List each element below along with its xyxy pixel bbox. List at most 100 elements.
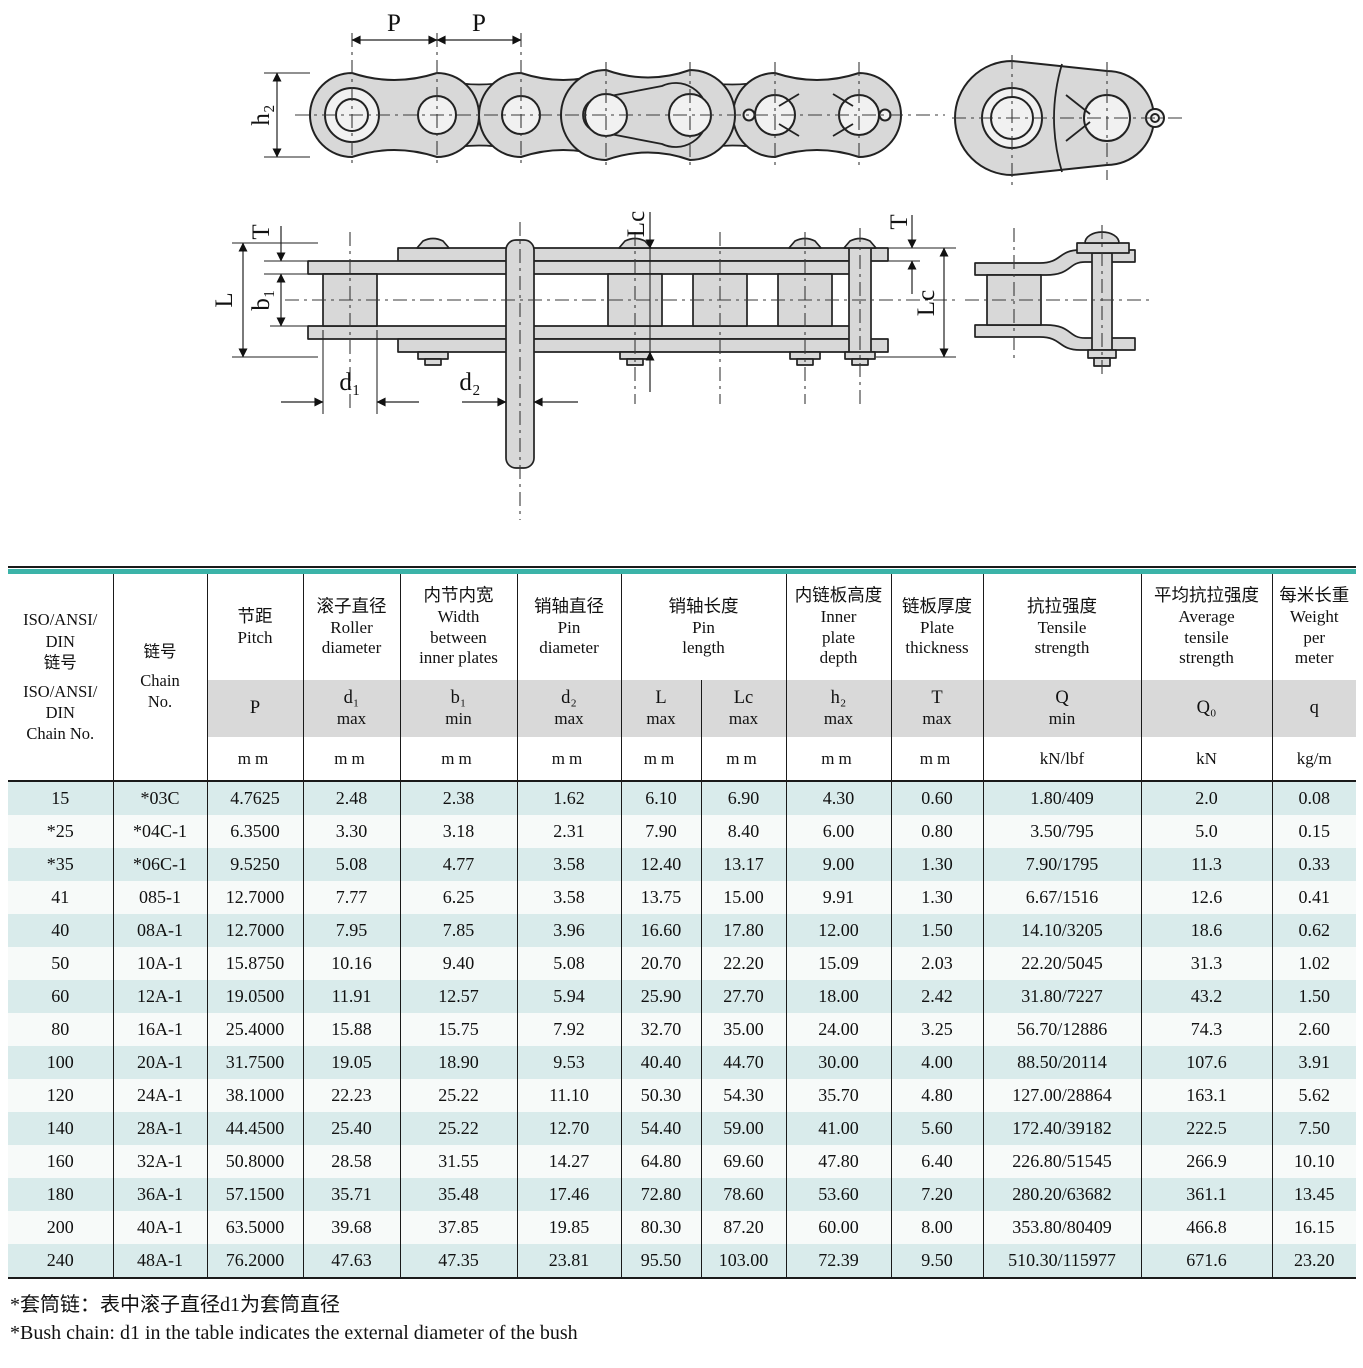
sym-lc: Lc max [701, 680, 787, 737]
sym-b1: b₁ min [400, 680, 518, 737]
table-row: 240 48A-1 76.2000 47.63 47.35 23.81 95.50 103.0… [8, 1244, 1356, 1278]
table-cell: 54.30 [701, 1079, 787, 1112]
table-cell: 103.00 [701, 1244, 787, 1278]
table-cell: 1.50 [891, 914, 984, 947]
table-row: *35 *06C-1 9.5250 5.08 4.77 3.58 12.40 13.17 9.0… [8, 848, 1356, 881]
table-cell: 6.40 [891, 1145, 984, 1178]
table-cell: 5.94 [517, 980, 622, 1013]
table-cell: 361.1 [1141, 1178, 1273, 1211]
table-cell: 28.58 [303, 1145, 401, 1178]
table-cell: 15.88 [303, 1013, 401, 1046]
header-weight-per-meter-en: Weight per meter [1289, 607, 1339, 668]
table-cell: 5.08 [517, 947, 622, 980]
table-cell: 23.81 [517, 1244, 622, 1278]
dim-label-lc-right: Lc [913, 290, 940, 316]
table-cell: 0.15 [1272, 815, 1356, 848]
table-cell: 22.20 [701, 947, 787, 980]
chain-section-view: T L b₁ d₁ d₂ Lc T Lc [211, 211, 958, 520]
table-cell: 7.50 [1272, 1112, 1356, 1145]
table-cell: 200 [8, 1211, 114, 1244]
table-cell: 18.00 [786, 980, 892, 1013]
table-cell: 60.00 [786, 1211, 892, 1244]
table-cell: 6.90 [701, 781, 787, 815]
table-cell: 2.31 [517, 815, 622, 848]
table-cell: 25.4000 [207, 1013, 304, 1046]
table-cell: 15 [8, 781, 114, 815]
table-cell: 7.90/1795 [983, 848, 1142, 881]
table-cell: 74.3 [1141, 1013, 1273, 1046]
table-cell: 47.35 [400, 1244, 518, 1278]
table-cell: 54.40 [621, 1112, 702, 1145]
table-cell: 0.62 [1272, 914, 1356, 947]
table-cell: 0.08 [1272, 781, 1356, 815]
table-cell: 35.70 [786, 1079, 892, 1112]
table-cell: 5.08 [303, 848, 401, 881]
table-cell: 25.40 [303, 1112, 401, 1145]
header-average-tensile-strength: 平均抗拉强度 Average tensile strength [1141, 574, 1273, 680]
header-tensile-strength: 抗拉强度 Tensile strength [983, 574, 1142, 680]
table-cell: 160 [8, 1145, 114, 1178]
unit-h2: mm [786, 737, 892, 782]
table-cell: 31.3 [1141, 947, 1273, 980]
header-inner-width-zh: 内节内宽 [423, 585, 494, 606]
table-cell: 15.09 [786, 947, 892, 980]
table-cell: 59.00 [701, 1112, 787, 1145]
table-cell: 7.92 [517, 1013, 622, 1046]
unit-pitch: mm [207, 737, 304, 782]
table-cell: 10.16 [303, 947, 401, 980]
table-cell: 56.70/12886 [983, 1013, 1142, 1046]
table-cell: 140 [8, 1112, 114, 1145]
table-cell: 2.48 [303, 781, 401, 815]
table-cell: 16.60 [621, 914, 702, 947]
table-cell: 50.8000 [207, 1145, 304, 1178]
table-cell: 9.53 [517, 1046, 622, 1079]
header-roller-diameter-zh: 滚子直径 [316, 595, 387, 616]
table-cell: 8.00 [891, 1211, 984, 1244]
table-cell: 72.39 [786, 1244, 892, 1278]
footnotes: *套筒链：表中滚子直径d1为套筒直径 *Bush chain: d1 in th… [10, 1291, 1363, 1347]
header-weight-per-meter-zh: 每米长重 [1279, 585, 1350, 606]
table-cell: 9.5250 [207, 848, 304, 881]
table-cell: 1.50 [1272, 980, 1356, 1013]
header-roller-diameter: 滚子直径 Roller diameter [303, 574, 401, 680]
dim-label-pitch-1: P [387, 10, 401, 37]
table-cell: 41 [8, 881, 114, 914]
header-average-tensile-strength-en: Average tensile strength [1178, 607, 1235, 668]
header-plate-thickness: 链板厚度 Plate thickness [891, 574, 984, 680]
table-cell: 4.77 [400, 848, 518, 881]
table-cell: 40A-1 [113, 1211, 208, 1244]
sym-h2: h₂ max [786, 680, 892, 737]
table-cell: 100 [8, 1046, 114, 1079]
table-cell: 222.5 [1141, 1112, 1273, 1145]
table-cell: 7.95 [303, 914, 401, 947]
table-cell: 43.2 [1141, 980, 1273, 1013]
table-cell: 0.41 [1272, 881, 1356, 914]
table-cell: 88.50/20114 [983, 1046, 1142, 1079]
table-cell: 44.4500 [207, 1112, 304, 1145]
table-cell: 1.80/409 [983, 781, 1142, 815]
footnote-zh: *套筒链：表中滚子直径d1为套筒直径 [10, 1294, 340, 1316]
header-chain-no-zh: 链号 [143, 642, 177, 662]
unit-t: mm [891, 737, 984, 782]
table-cell: 35.71 [303, 1178, 401, 1211]
table-cell: 6.67/1516 [983, 881, 1142, 914]
table-row: 60 12A-1 19.0500 11.91 12.57 5.94 25.90 27.70 18… [8, 980, 1356, 1013]
table-cell: 2.42 [891, 980, 984, 1013]
header-plate-thickness-en: Plate thickness [905, 617, 969, 657]
header-pitch-zh: 节距 [237, 605, 273, 626]
table-cell: 1.02 [1272, 947, 1356, 980]
table-cell: 19.85 [517, 1211, 622, 1244]
header-inner-width-en: Width between inner plates [419, 607, 498, 668]
table-cell: 35.00 [701, 1013, 787, 1046]
table-cell: 9.00 [786, 848, 892, 881]
table-cell: 78.60 [701, 1178, 787, 1211]
table-cell: 47.80 [786, 1145, 892, 1178]
table-cell: 085-1 [113, 881, 208, 914]
sym-d1: d₁ max [303, 680, 401, 737]
header-iso-chain-no-en: ISO/ANSI/ DIN Chain No. [23, 681, 98, 744]
unit-width: mm [400, 737, 518, 782]
table-cell: 5.60 [891, 1112, 984, 1145]
offset-link-view [965, 225, 1150, 375]
table-cell: 6.3500 [207, 815, 304, 848]
